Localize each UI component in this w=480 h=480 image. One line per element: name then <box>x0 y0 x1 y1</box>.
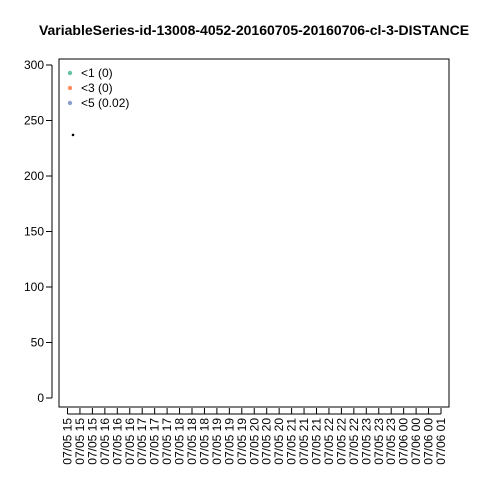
y-tick-label: 50 <box>31 336 45 350</box>
x-tick-label: 07/05 19 <box>210 418 224 465</box>
x-tick-label: 07/05 15 <box>85 418 99 465</box>
y-axis: 0 50 100 150 200 250 300 <box>24 58 53 405</box>
y-tick-label: 300 <box>24 58 44 72</box>
legend-label: <5 (0.02) <box>81 96 129 110</box>
legend: <1 (0)<3 (0)<5 (0.02) <box>67 66 129 110</box>
x-tick-label: 07/05 22 <box>347 418 361 465</box>
data-points <box>71 133 75 137</box>
x-tick-label: 07/05 20 <box>247 418 261 465</box>
data-point <box>71 133 75 137</box>
plot-area-frame <box>58 58 450 408</box>
x-tick-label: 07/05 18 <box>173 418 187 465</box>
x-tick-label: 07/05 15 <box>61 418 75 465</box>
y-tick-label: 200 <box>24 169 44 183</box>
x-tick-label: 07/05 15 <box>73 418 87 465</box>
x-tick-label: 07/05 21 <box>310 418 324 465</box>
x-tick-label: 07/05 22 <box>334 418 348 465</box>
x-tick-label: 07/05 19 <box>235 418 249 465</box>
y-tick-label: 150 <box>24 225 44 239</box>
x-tick-label: 07/06 00 <box>397 418 411 465</box>
x-tick-label: 07/05 22 <box>322 418 336 465</box>
legend-marker <box>67 70 73 76</box>
x-tick-label: 07/05 20 <box>272 418 286 465</box>
x-tick-label: 07/05 21 <box>285 418 299 465</box>
x-tick-label: 07/05 23 <box>384 418 398 465</box>
y-tick-label: 0 <box>37 391 44 405</box>
chart-title: VariableSeries-id-13008-4052-20160705-20… <box>39 22 469 38</box>
x-tick-label: 07/05 18 <box>197 418 211 465</box>
x-tick-label: 07/05 16 <box>123 418 137 465</box>
x-tick-label: 07/05 16 <box>98 418 112 465</box>
x-tick-label: 07/05 18 <box>185 418 199 465</box>
x-tick-label: 07/05 23 <box>359 418 373 465</box>
x-tick-label: 07/05 23 <box>372 418 386 465</box>
x-tick-label: 07/06 00 <box>409 418 423 465</box>
legend-label: <3 (0) <box>81 81 113 95</box>
x-tick-label: 07/05 19 <box>222 418 236 465</box>
legend-marker <box>67 85 73 91</box>
x-tick-label: 07/06 00 <box>422 418 436 465</box>
legend-marker <box>67 100 73 106</box>
x-tick-label: 07/05 16 <box>110 418 124 465</box>
x-tick-label: 07/05 17 <box>160 418 174 465</box>
y-tick-label: 250 <box>24 114 44 128</box>
x-tick-label: 07/05 17 <box>135 418 149 465</box>
x-tick-label: 07/05 21 <box>297 418 311 465</box>
y-tick-label: 100 <box>24 280 44 294</box>
x-tick-label: 07/06 01 <box>434 418 448 465</box>
x-tick-label: 07/05 17 <box>148 418 162 465</box>
legend-label: <1 (0) <box>81 66 113 80</box>
x-tick-label: 07/05 20 <box>260 418 274 465</box>
